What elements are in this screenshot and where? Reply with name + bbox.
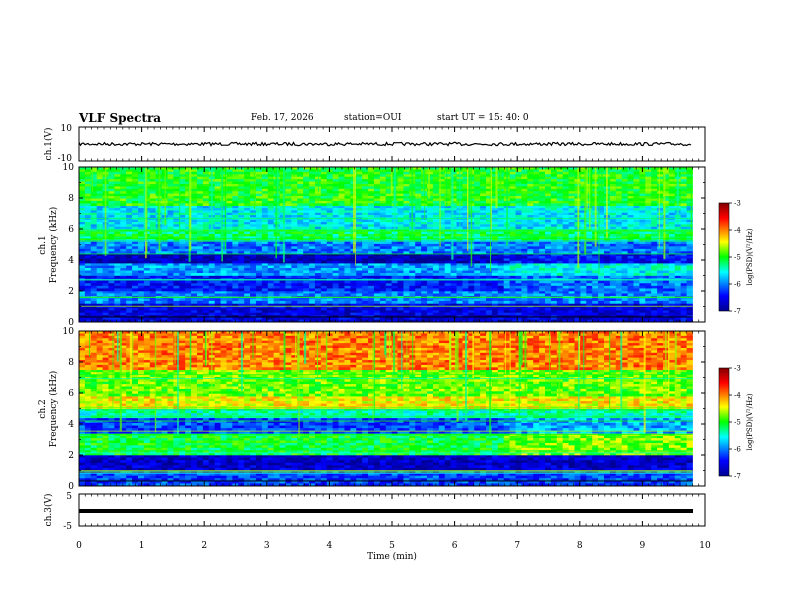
- ch1-colorbar: -3 -4 -5 -6 -7 log(PSD)(V²/Hz): [718, 200, 754, 316]
- ch2-spectrogram-ytick-label: 6: [68, 389, 74, 399]
- ch3-ylabel: ch.3(V): [43, 494, 54, 527]
- ch2-spectrogram-ylabel-line2: Frequency (kHz): [48, 371, 59, 448]
- header-date: Feb. 17, 2026: [251, 113, 314, 123]
- time-axis-tick-label: 1: [139, 541, 145, 551]
- ch1-colorbar-tick: -7: [734, 308, 741, 316]
- ch1-spectrogram-ytick-label: 4: [68, 256, 74, 266]
- ch2-colorbar-tick: -7: [734, 473, 741, 481]
- ch1-ytick-top: 10: [61, 124, 73, 134]
- ch2-colorbar: -3 -4 -5 -6 -7 log(PSD)(V²/Hz): [718, 365, 754, 481]
- time-axis-tick-label: 0: [76, 541, 82, 551]
- ch2-spectrogram-ytick-label: 0: [68, 482, 74, 492]
- ch2-spectrogram-ytick-label: 8: [68, 358, 74, 368]
- time-axis-tick-label: 10: [699, 541, 711, 551]
- ch1-spectrogram-ytick-label: 2: [68, 287, 74, 297]
- ch1-spectrogram-ylabel-line2: Frequency (kHz): [48, 207, 59, 284]
- ch1-waveform-trace: [78, 141, 692, 147]
- ch1-spectrogram-ytick-label: 6: [68, 225, 74, 235]
- ch2-spectrogram-panel: 0 2 4 6 8 10 ch.2 Frequency (kHz): [38, 327, 706, 492]
- ch1-colorbar-tick: -3: [734, 200, 741, 208]
- time-axis-tick-label: 7: [514, 541, 520, 551]
- ch2-colorbar-label: log(PSD)(V²/Hz): [746, 393, 754, 450]
- ch1-spectrogram-ytick-label: 8: [68, 194, 74, 204]
- ch3-waveform-panel: 5 -5 ch.3(V): [43, 492, 706, 532]
- ch2-colorbar-tick: -5: [734, 419, 741, 427]
- ch2-spectrogram-ytick-label: 2: [68, 451, 74, 461]
- ch1-waveform-panel: 10 -10 ch.1(V): [43, 124, 706, 164]
- ch2-colorbar-tick: -4: [734, 392, 741, 400]
- time-axis-tick-label: 8: [577, 541, 583, 551]
- ch1-colorbar-tick: -6: [734, 281, 741, 289]
- header-start-time: start UT = 15: 40: 0: [437, 113, 529, 123]
- ch2-spectrogram-ytick-label: 10: [63, 327, 75, 337]
- time-axis-tick-label: 4: [327, 541, 333, 551]
- ch1-spectrogram-ytick-label: 10: [63, 163, 75, 173]
- ch3-waveform-trace: [79, 509, 693, 513]
- ch2-spectrogram-image: [79, 331, 693, 487]
- ch3-ytick-top: 5: [66, 492, 72, 502]
- ch2-spectrogram-ylabel-line1: ch.2: [38, 399, 48, 418]
- ch1-ylabel: ch.1(V): [43, 128, 54, 161]
- ch3-ytick-bottom: -5: [63, 522, 72, 532]
- time-axis-tick-label: 6: [452, 541, 458, 551]
- ch1-spectrogram-panel: 0 2 4 6 8 10 ch.1 Frequency (kHz): [38, 163, 706, 328]
- ch1-spectrogram-yticks: 0 2 4 6 8 10: [63, 163, 705, 328]
- ch2-colorbar-tick: -3: [734, 365, 741, 373]
- ch2-colorbar-tick: -6: [734, 446, 741, 454]
- time-axis-tick-label: 9: [640, 541, 646, 551]
- ch1-spectrogram-ytick-label: 0: [68, 318, 74, 328]
- time-axis-label: Time (min): [367, 551, 417, 562]
- ch2-spectrogram-ytick-label: 4: [68, 420, 74, 430]
- ch1-colorbar-tick: -4: [734, 227, 741, 235]
- ch1-colorbar-label: log(PSD)(V²/Hz): [746, 228, 754, 285]
- ch1-ytick-bottom: -10: [58, 154, 73, 164]
- time-axis-ticks: 0 1 2 3 4 5 6 7 8 9 10: [76, 127, 711, 551]
- ch1-colorbar-tick: -5: [734, 254, 741, 262]
- figure-title: VLF Spectra: [79, 111, 162, 125]
- time-axis-tick-label: 2: [201, 541, 207, 551]
- time-axis-tick-label: 3: [264, 541, 270, 551]
- ch2-spectrogram-yticks: 0 2 4 6 8 10: [63, 327, 705, 492]
- ch1-spectrogram-image: [79, 167, 693, 323]
- ch1-spectrogram-ylabel-line1: ch.1: [38, 235, 48, 254]
- time-axis-tick-label: 5: [389, 541, 395, 551]
- header-station: station=OUI: [344, 113, 402, 123]
